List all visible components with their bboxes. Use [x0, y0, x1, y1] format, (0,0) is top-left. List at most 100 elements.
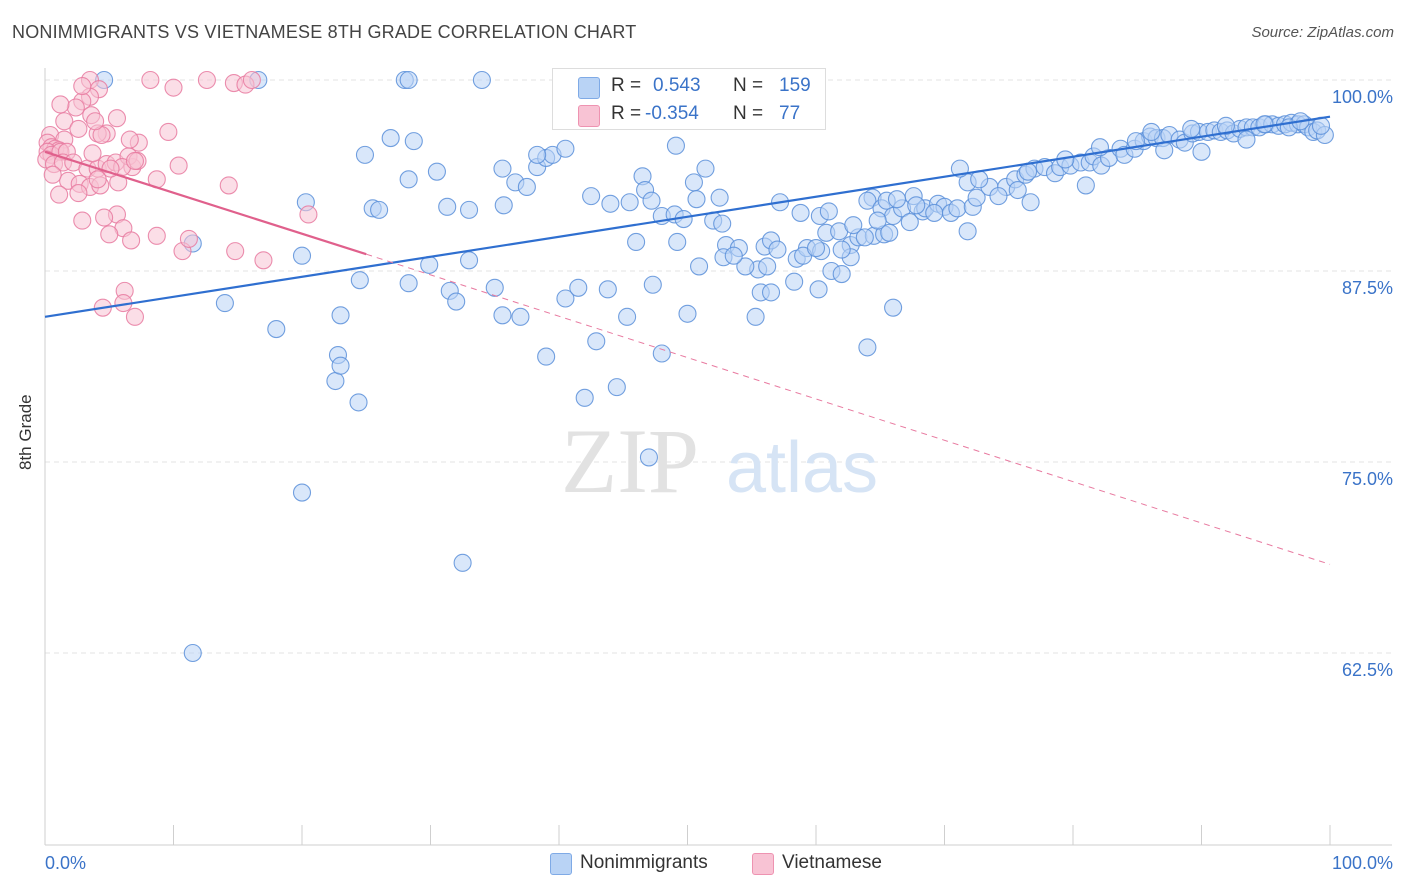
nonimmigrants-point — [607, 378, 626, 397]
nonimmigrants-point — [1237, 130, 1256, 149]
y-tick-label: 87.5% — [1342, 278, 1393, 298]
vietnamese-point — [226, 242, 245, 261]
vietnamese-point — [66, 98, 85, 117]
nonimmigrants-point — [1008, 180, 1027, 200]
nonimmigrants-point — [459, 251, 479, 270]
vietnamese-point — [83, 144, 102, 163]
n-label: N = — [733, 103, 764, 124]
nonimmigrants-point — [1216, 116, 1235, 135]
nonimmigrants-point — [642, 191, 661, 210]
nonimmigrants-point — [868, 211, 887, 230]
vietnamese-point — [73, 77, 92, 96]
vietnamese-trend-extension — [366, 253, 1331, 565]
vietnamese-point — [164, 78, 183, 97]
nonimmigrants-point — [511, 307, 530, 326]
nonimmigrants-point — [696, 159, 715, 178]
stats-legend: R = 0.543 N = 159 R = -0.354 N = 77 — [552, 68, 826, 130]
vietnamese-point — [107, 109, 127, 128]
nonimmigrants-point — [183, 643, 202, 663]
nonimmigrants-point — [761, 283, 781, 302]
vietnamese-point — [86, 112, 105, 131]
nonimmigrants-point — [459, 200, 479, 219]
nonimmigrants-r-value: 0.543 — [653, 75, 701, 96]
nonimmigrants-point — [806, 239, 826, 258]
nonimmigrants-point — [736, 257, 755, 276]
x-tick-label-max: 100.0% — [1332, 853, 1393, 873]
nonimmigrants-point — [880, 223, 899, 242]
trend-lines — [44, 115, 1331, 565]
nonimmigrants-point — [855, 228, 874, 247]
nonimmigrants-point — [292, 483, 312, 502]
vietnamese-point — [125, 151, 144, 171]
nonimmigrants-point — [970, 170, 989, 189]
vietnamese-trend-line — [44, 150, 367, 256]
nonimmigrants-point — [399, 70, 418, 90]
nonimmigrants-point — [967, 188, 986, 207]
nonimmigrants-point — [355, 145, 375, 164]
nonimmigrants-point — [292, 246, 312, 265]
nonimmigrants-point — [556, 289, 575, 308]
nonimmigrants-point — [556, 139, 575, 158]
nonimmigrants-point — [350, 271, 369, 290]
vietnamese-point — [197, 70, 216, 90]
nonimmigrants-point — [472, 70, 491, 90]
nonimmigrants-point — [746, 307, 765, 326]
nonimmigrants-point — [620, 193, 639, 212]
nonimmigrants-point — [493, 159, 512, 178]
vietnamese-point — [179, 229, 198, 248]
nonimmigrants-point — [494, 196, 513, 215]
nonimmigrants-point — [652, 344, 671, 363]
vietnamese-point — [101, 159, 120, 178]
nonimmigrants-point — [724, 246, 743, 265]
nonimmigrants-point — [598, 280, 617, 299]
nonimmigrants-point — [768, 240, 787, 259]
vietnamese-point — [122, 231, 141, 250]
nonimmigrants-point — [666, 136, 685, 155]
watermark-atlas: atlas — [726, 428, 878, 508]
nonimmigrants-point — [690, 257, 709, 276]
nonimmigrants-point — [370, 200, 389, 219]
nonimmigrants-legend-swatch — [550, 853, 572, 875]
nonimmigrants-point — [907, 196, 926, 215]
vietnamese-swatch — [578, 105, 600, 127]
nonimmigrants-point — [900, 213, 919, 232]
nonimmigrants-point — [925, 203, 944, 222]
vietnamese-point — [125, 307, 144, 326]
nonimmigrants-point — [1255, 115, 1274, 134]
nonimmigrants-point — [809, 280, 828, 299]
vietnamese-point — [159, 122, 178, 142]
nonimmigrants-point — [493, 306, 512, 325]
nonimmigrants-point — [713, 214, 732, 233]
nonimmigrants-point — [858, 338, 877, 357]
vietnamese-legend-swatch — [752, 853, 774, 875]
y-tick-label: 100.0% — [1332, 87, 1393, 107]
vietnamese-point — [147, 226, 166, 245]
grid-lines — [45, 79, 1392, 654]
nonimmigrants-point — [331, 306, 350, 325]
source-label: Source: ZipAtlas.com — [1251, 24, 1394, 41]
nonimmigrants-point — [791, 203, 810, 222]
nonimmigrants-point — [1142, 122, 1161, 142]
nonimmigrants-point — [267, 320, 286, 339]
nonimmigrants-point — [618, 307, 637, 326]
vietnamese-point — [100, 225, 119, 244]
nonimmigrants-point — [1021, 193, 1040, 212]
nonimmigrants-point — [537, 347, 556, 366]
nonimmigrants-point — [819, 202, 838, 221]
vietnamese-point — [73, 211, 92, 230]
nonimmigrants-point — [948, 199, 967, 218]
nonimmigrants-point — [447, 292, 466, 311]
nonimmigrants-trend-line — [44, 115, 1331, 318]
nonimmigrants-point — [1076, 176, 1095, 195]
nonimmigrants-point — [1192, 142, 1211, 161]
nonimmigrants-point — [958, 222, 977, 241]
nonimmigrants-point — [989, 187, 1008, 206]
nonimmigrants-points — [95, 70, 1334, 663]
legend-row-nonimmigrants: R = 0.543 N = 159 — [553, 73, 825, 101]
legend-row-vietnamese: R = -0.354 N = 77 — [553, 101, 825, 129]
nonimmigrants-point — [844, 216, 863, 235]
nonimmigrants-point — [758, 257, 777, 276]
nonimmigrants-point — [381, 129, 400, 148]
nonimmigrants-point — [1182, 119, 1201, 138]
